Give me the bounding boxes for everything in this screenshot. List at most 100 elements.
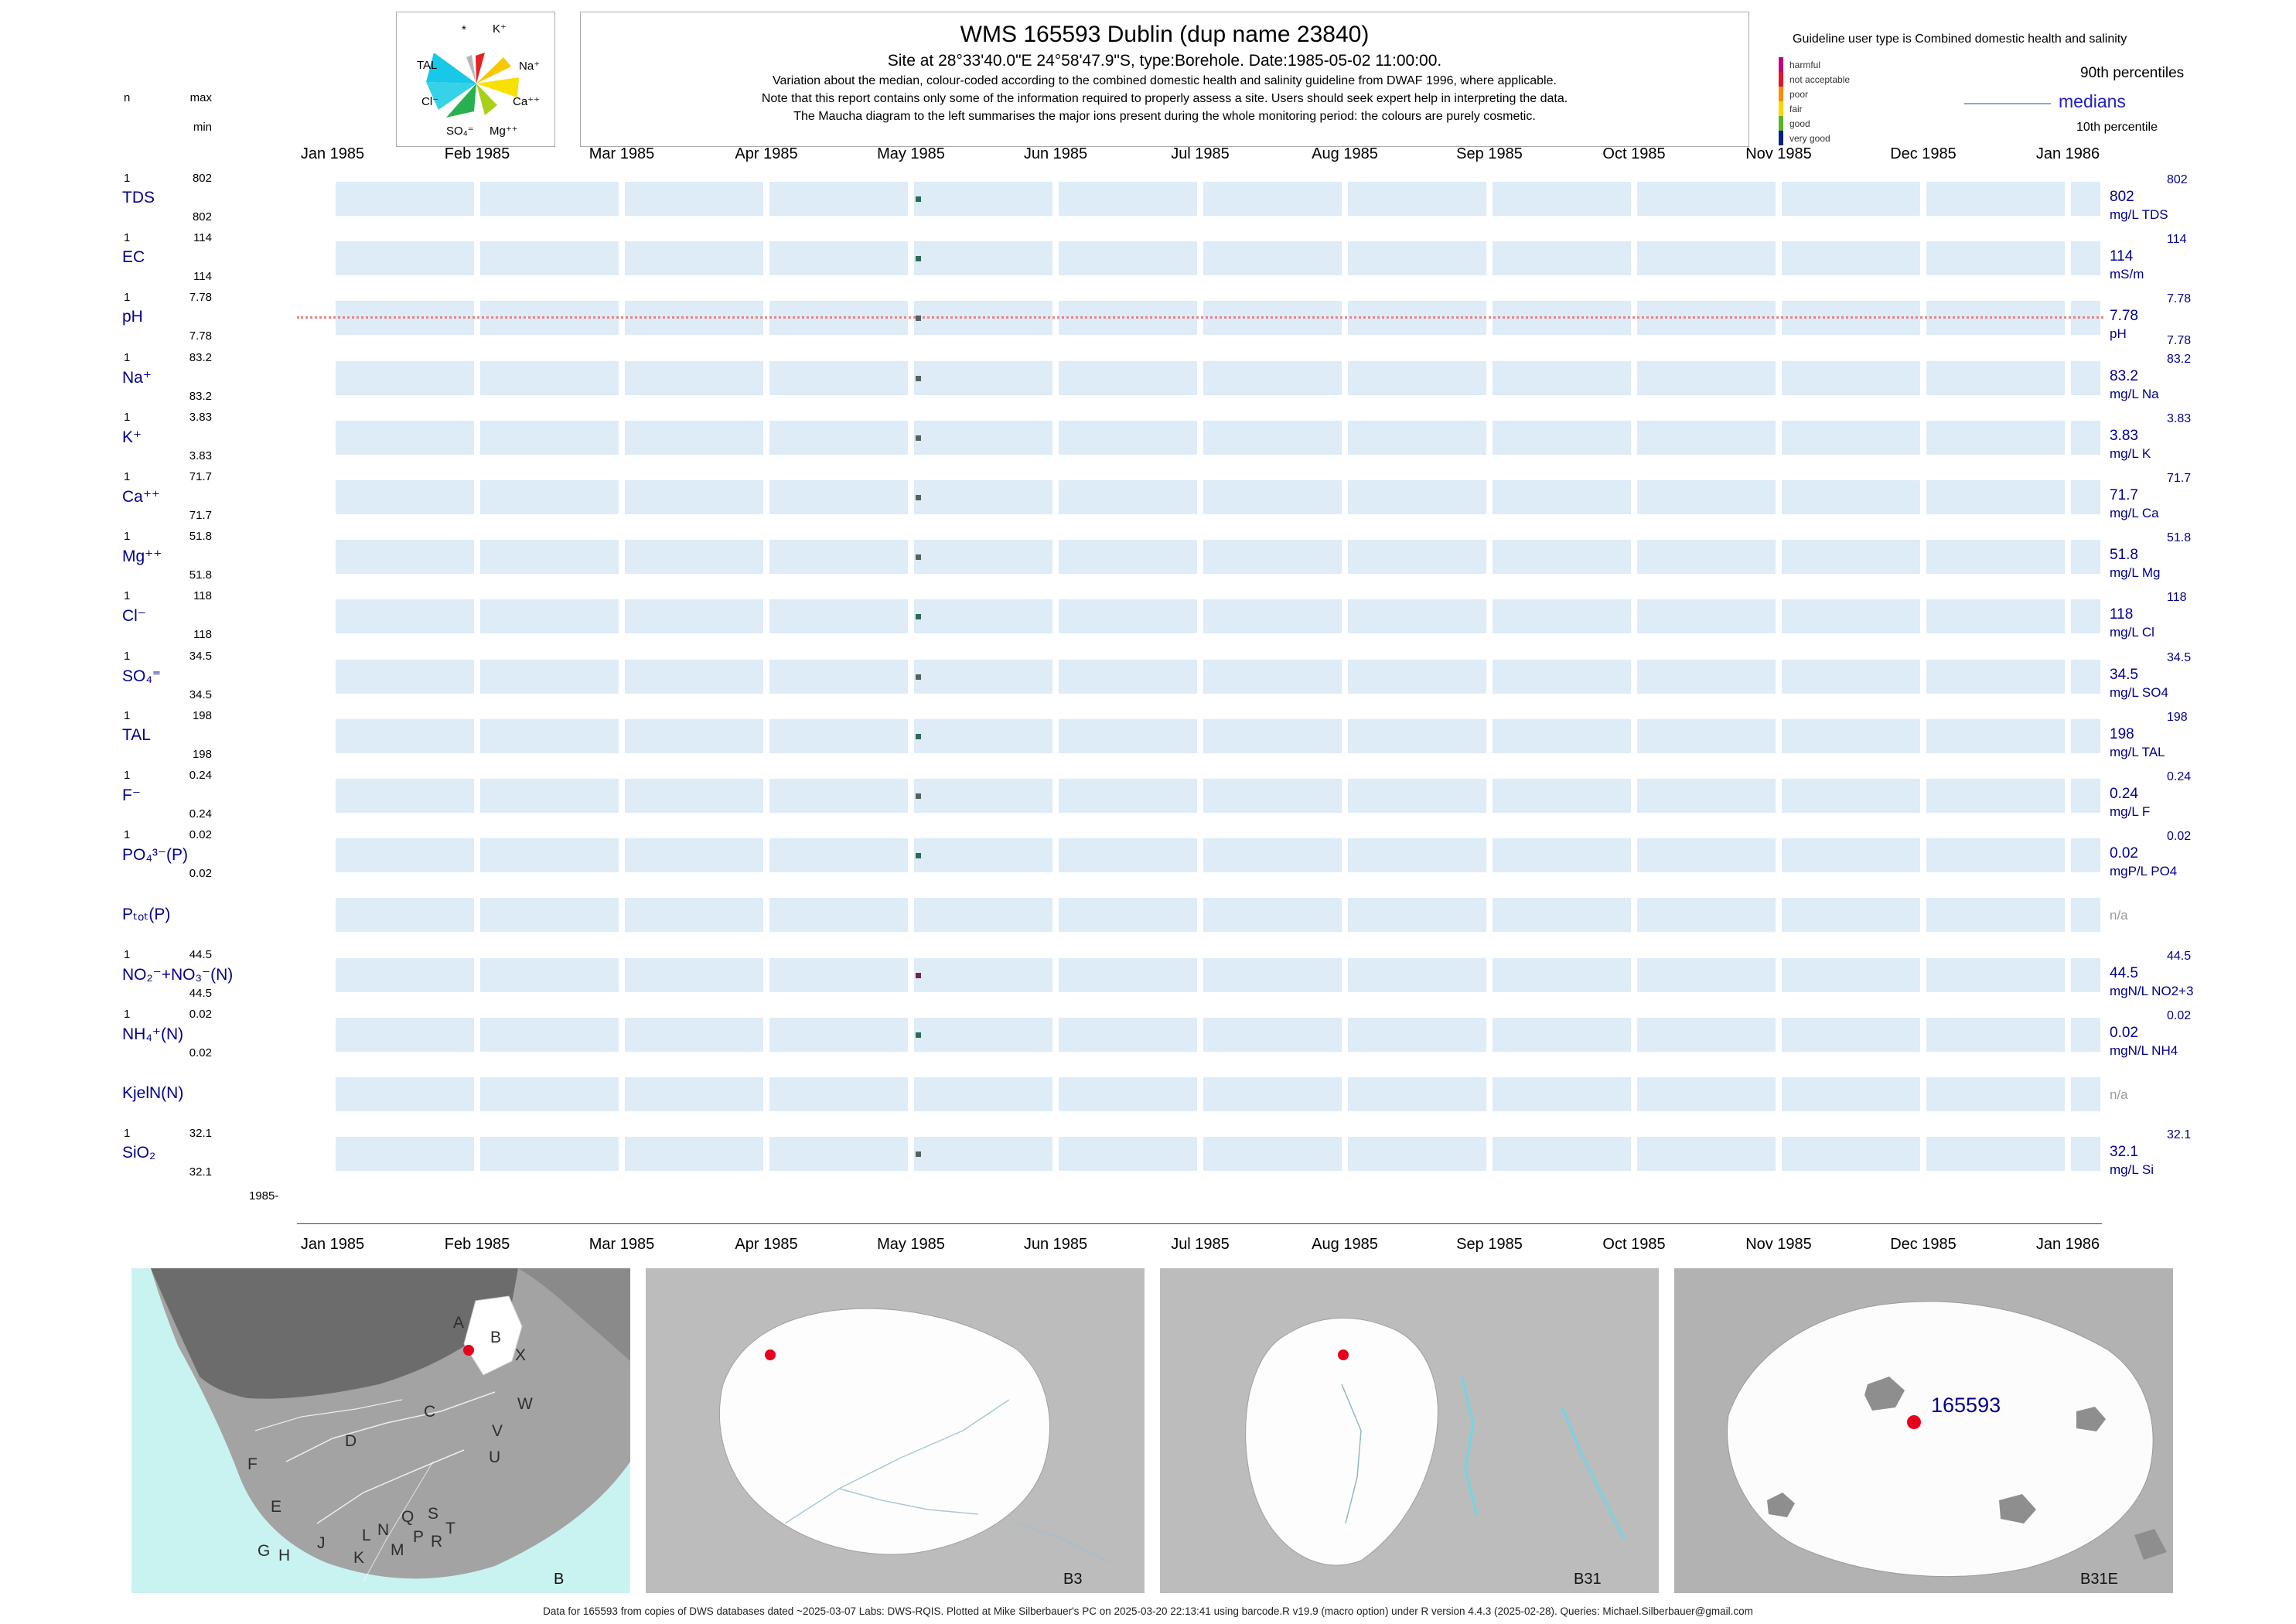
month-band bbox=[625, 480, 763, 514]
month-band bbox=[914, 838, 1052, 873]
legend-color-swatch bbox=[1779, 87, 1783, 101]
month-band bbox=[1493, 1017, 1631, 1052]
month-label: Oct 1985 bbox=[1602, 145, 1666, 162]
legend-item-label: good bbox=[1789, 118, 1810, 129]
row-min-value: 0.02 bbox=[189, 867, 212, 881]
region-letter-E: E bbox=[271, 1498, 281, 1516]
row-10th-percentile: 7.78 bbox=[2167, 334, 2192, 348]
month-band bbox=[1782, 718, 1920, 753]
month-band bbox=[2071, 1137, 2100, 1172]
month-label: Jan 1985 bbox=[300, 1236, 365, 1253]
maucha-lobe-na bbox=[476, 57, 511, 84]
month-band bbox=[1637, 718, 1776, 753]
parameter-label: Na⁺ bbox=[122, 368, 152, 387]
row-min-value: 3.83 bbox=[189, 449, 212, 462]
parameter-row: 1 7.78 7.78 pH 7.78 7.78 pH 7.78 bbox=[0, 291, 2296, 351]
row-max-value: 44.5 bbox=[189, 947, 212, 961]
row-strip bbox=[297, 301, 2103, 336]
guideline-user-type: Guideline user type is Combined domestic… bbox=[1793, 32, 2127, 46]
parameter-row: 1 71.7 71.7 Ca⁺⁺ 71.7 71.7 mg/L Ca bbox=[0, 470, 2296, 531]
month-band bbox=[1926, 1017, 2065, 1052]
map-b31e-svg: 165593 B31E bbox=[1674, 1268, 2173, 1593]
month-band bbox=[1926, 1137, 2065, 1172]
month-label: Jan 1985 bbox=[300, 145, 365, 162]
month-band bbox=[1782, 480, 1920, 514]
maucha-star-label: * bbox=[462, 23, 466, 36]
region-border-line bbox=[254, 1399, 403, 1431]
region-letter-T: T bbox=[445, 1520, 455, 1537]
parameter-row: 1 198 198 TAL 198 198 mg/L TAL bbox=[0, 709, 2296, 769]
month-band bbox=[1203, 182, 1342, 216]
row-sample-count: 1 bbox=[124, 530, 131, 544]
row-unit: mg/L Ca bbox=[2110, 506, 2159, 520]
month-band bbox=[914, 360, 1052, 395]
row-sample-count: 1 bbox=[124, 769, 131, 782]
region-letter-H: H bbox=[278, 1547, 290, 1564]
row-min-value: 118 bbox=[193, 628, 212, 642]
month-band bbox=[336, 1077, 474, 1111]
month-band bbox=[914, 241, 1052, 276]
month-band bbox=[336, 659, 474, 694]
month-band bbox=[769, 957, 908, 992]
legend-item-harmful: harmful bbox=[1779, 57, 1850, 72]
row-median-value: 7.78 bbox=[2110, 308, 2138, 325]
legend-item-label: very good bbox=[1789, 132, 1830, 144]
month-band bbox=[914, 480, 1052, 514]
month-band bbox=[1059, 718, 1197, 753]
month-band bbox=[769, 420, 908, 455]
month-band bbox=[1059, 957, 1197, 992]
month-band bbox=[914, 898, 1052, 933]
region-b-area bbox=[463, 1295, 523, 1376]
row-max-value: 118 bbox=[193, 589, 212, 603]
region-letter-N: N bbox=[377, 1521, 389, 1539]
neighbour-east bbox=[518, 1268, 630, 1361]
month-band bbox=[1203, 480, 1342, 514]
month-band bbox=[480, 898, 619, 933]
month-band bbox=[1059, 360, 1197, 395]
neighbour-countries bbox=[151, 1268, 518, 1399]
row-sample-count: 1 bbox=[124, 350, 131, 364]
row-90th-percentile: 83.2 bbox=[2167, 352, 2192, 366]
month-band bbox=[2071, 241, 2100, 276]
parameter-row: KjelN(N) n/a bbox=[0, 1067, 2296, 1128]
parameter-label: NO₂⁻+NO₃⁻(N) bbox=[122, 965, 234, 984]
footer-credit: Data for 165593 from copies of DWS datab… bbox=[543, 1605, 1753, 1617]
month-band bbox=[769, 480, 908, 514]
month-band bbox=[336, 779, 474, 813]
month-label: Mar 1985 bbox=[588, 145, 655, 162]
month-band bbox=[1782, 1137, 1920, 1172]
month-band bbox=[769, 182, 908, 216]
month-label: Aug 1985 bbox=[1312, 1236, 1378, 1253]
month-band bbox=[2071, 838, 2100, 873]
month-label: Aug 1985 bbox=[1312, 145, 1378, 162]
month-band bbox=[1782, 540, 1920, 575]
month-band bbox=[1782, 420, 1920, 455]
percentile-90-label: 90th percentiles bbox=[2080, 65, 2185, 81]
month-label: Jun 1985 bbox=[1023, 145, 1088, 162]
data-point bbox=[916, 1032, 921, 1038]
river-line bbox=[1561, 1407, 1626, 1540]
row-median-value: 32.1 bbox=[2110, 1144, 2138, 1161]
month-band bbox=[2071, 1077, 2100, 1111]
maucha-lobe-mg bbox=[476, 84, 497, 115]
legend-item-label: harmful bbox=[1789, 59, 1821, 70]
month-band bbox=[625, 360, 763, 395]
month-band bbox=[1059, 241, 1197, 276]
row-sample-count: 1 bbox=[124, 470, 131, 483]
month-label: Feb 1985 bbox=[444, 145, 510, 162]
site-marker bbox=[1338, 1349, 1349, 1360]
month-band bbox=[1059, 599, 1197, 634]
month-band bbox=[1203, 420, 1342, 455]
month-band bbox=[1782, 360, 1920, 395]
legend-color-swatch bbox=[1779, 57, 1783, 72]
region-letter-X: X bbox=[515, 1346, 526, 1364]
parameter-row: Pₜₒₜ(P) n/a bbox=[0, 888, 2296, 948]
row-max-value: 0.02 bbox=[189, 828, 212, 842]
month-band bbox=[625, 718, 763, 753]
row-strip bbox=[297, 1017, 2103, 1052]
row-median-value: 118 bbox=[2110, 606, 2134, 623]
row-min-value: 32.1 bbox=[189, 1165, 212, 1179]
data-point bbox=[916, 853, 921, 859]
month-label: Dec 1985 bbox=[1890, 1236, 1957, 1253]
